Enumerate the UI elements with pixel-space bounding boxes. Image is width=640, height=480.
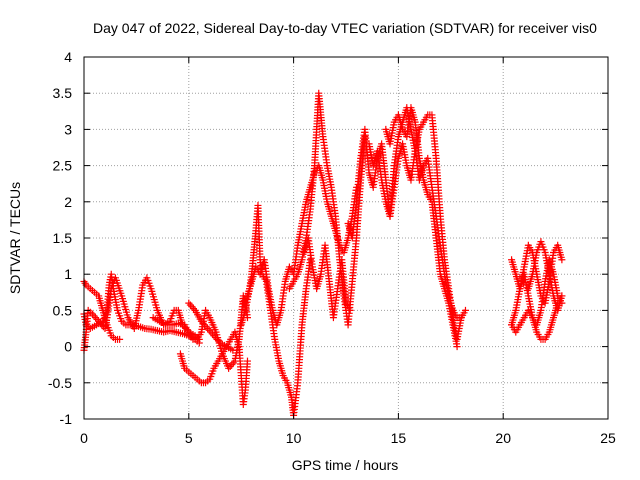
x-tick-label: 0 (80, 430, 88, 446)
y-tick-label: 3 (64, 121, 72, 137)
x-tick-label: 5 (185, 430, 193, 446)
chart-title: Day 047 of 2022, Sidereal Day-to-day VTE… (93, 20, 597, 36)
axis-ticks (83, 56, 609, 420)
y-tick-label: 1 (64, 266, 72, 282)
data-point (461, 306, 469, 314)
y-tick-label: 0 (64, 339, 72, 355)
x-tick-labels: 0 5 10 15 20 25 (80, 430, 616, 446)
y-tick-label: -1 (60, 411, 73, 427)
data-point (204, 325, 212, 332)
data-point (346, 306, 354, 314)
x-tick-label: 15 (391, 430, 407, 446)
data-point (558, 292, 566, 300)
data-point (92, 314, 100, 322)
data-point (229, 346, 237, 354)
series-track-q (524, 238, 566, 314)
series-track-b (80, 274, 203, 354)
series-track-f (185, 299, 237, 354)
y-tick-label: -0.5 (48, 375, 72, 391)
y-tick-label: 1.5 (53, 230, 73, 246)
y-tick-label: 2 (64, 194, 72, 210)
data-point (453, 343, 461, 351)
series-track-m (382, 104, 461, 351)
y-tick-label: 3.5 (53, 85, 73, 101)
y-tick-label: 4 (64, 49, 72, 65)
series-track-e (176, 328, 251, 409)
x-tick-label: 10 (286, 430, 302, 446)
y-axis-label: SDTVAR / TECUs (7, 182, 23, 294)
series-track-j (300, 234, 354, 322)
data-point (116, 335, 124, 343)
data-point (558, 256, 566, 264)
series-track-i (285, 89, 369, 329)
series-track-g (237, 201, 314, 419)
data-point (186, 301, 194, 309)
data-point (243, 357, 251, 365)
y-tick-labels: -1 -0.5 0 0.5 1 1.5 2 2.5 3 3.5 4 (48, 49, 72, 427)
series-track-c (80, 277, 124, 343)
data-point (188, 303, 196, 311)
data-point (185, 299, 193, 307)
x-tick-label: 20 (495, 430, 511, 446)
y-tick-label: 0.5 (53, 302, 73, 318)
y-tick-label: 2.5 (53, 158, 73, 174)
data-point (90, 312, 98, 320)
x-axis-label: GPS time / hours (292, 457, 399, 473)
data-points (80, 89, 566, 419)
data-point (457, 314, 465, 322)
data-point (81, 279, 89, 287)
data-point (228, 361, 236, 369)
x-tick-label: 25 (600, 430, 616, 446)
